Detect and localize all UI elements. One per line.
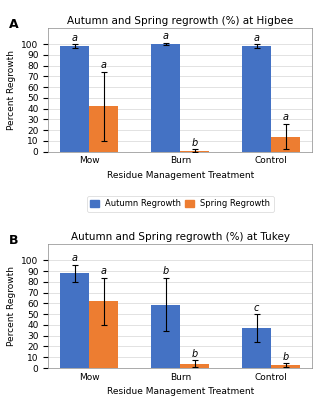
Text: A: A — [9, 18, 18, 31]
Y-axis label: Percent Regrowth: Percent Regrowth — [7, 50, 16, 130]
Text: b: b — [163, 266, 169, 276]
Text: B: B — [9, 234, 18, 248]
Bar — [151, 44, 180, 152]
Text: a: a — [101, 60, 107, 70]
Bar — [271, 365, 300, 368]
Text: a: a — [283, 112, 289, 122]
Y-axis label: Percent Regrowth: Percent Regrowth — [7, 266, 16, 346]
Bar — [180, 150, 209, 152]
Title: Autumn and Spring regrowth (%) at Higbee: Autumn and Spring regrowth (%) at Higbee — [67, 16, 293, 26]
X-axis label: Residue Management Treatment: Residue Management Treatment — [107, 171, 254, 180]
Bar — [60, 46, 90, 152]
Text: a: a — [72, 253, 78, 263]
Text: b: b — [283, 352, 289, 362]
Text: a: a — [101, 266, 107, 276]
Bar — [151, 304, 180, 368]
Text: a: a — [254, 32, 260, 42]
Text: b: b — [192, 349, 198, 359]
Text: b: b — [192, 138, 198, 148]
X-axis label: Residue Management Treatment: Residue Management Treatment — [107, 388, 254, 396]
Bar — [90, 106, 118, 152]
Bar — [242, 328, 271, 368]
Bar — [271, 136, 300, 152]
Text: a: a — [163, 32, 169, 42]
Bar — [180, 364, 209, 368]
Bar — [90, 301, 118, 368]
Legend: Autumn Regrowth, Spring Regrowth: Autumn Regrowth, Spring Regrowth — [87, 196, 274, 212]
Title: Autumn and Spring regrowth (%) at Tukey: Autumn and Spring regrowth (%) at Tukey — [71, 232, 290, 242]
Bar — [242, 46, 271, 152]
Text: c: c — [254, 303, 260, 313]
Bar — [60, 273, 90, 368]
Text: a: a — [72, 32, 78, 42]
